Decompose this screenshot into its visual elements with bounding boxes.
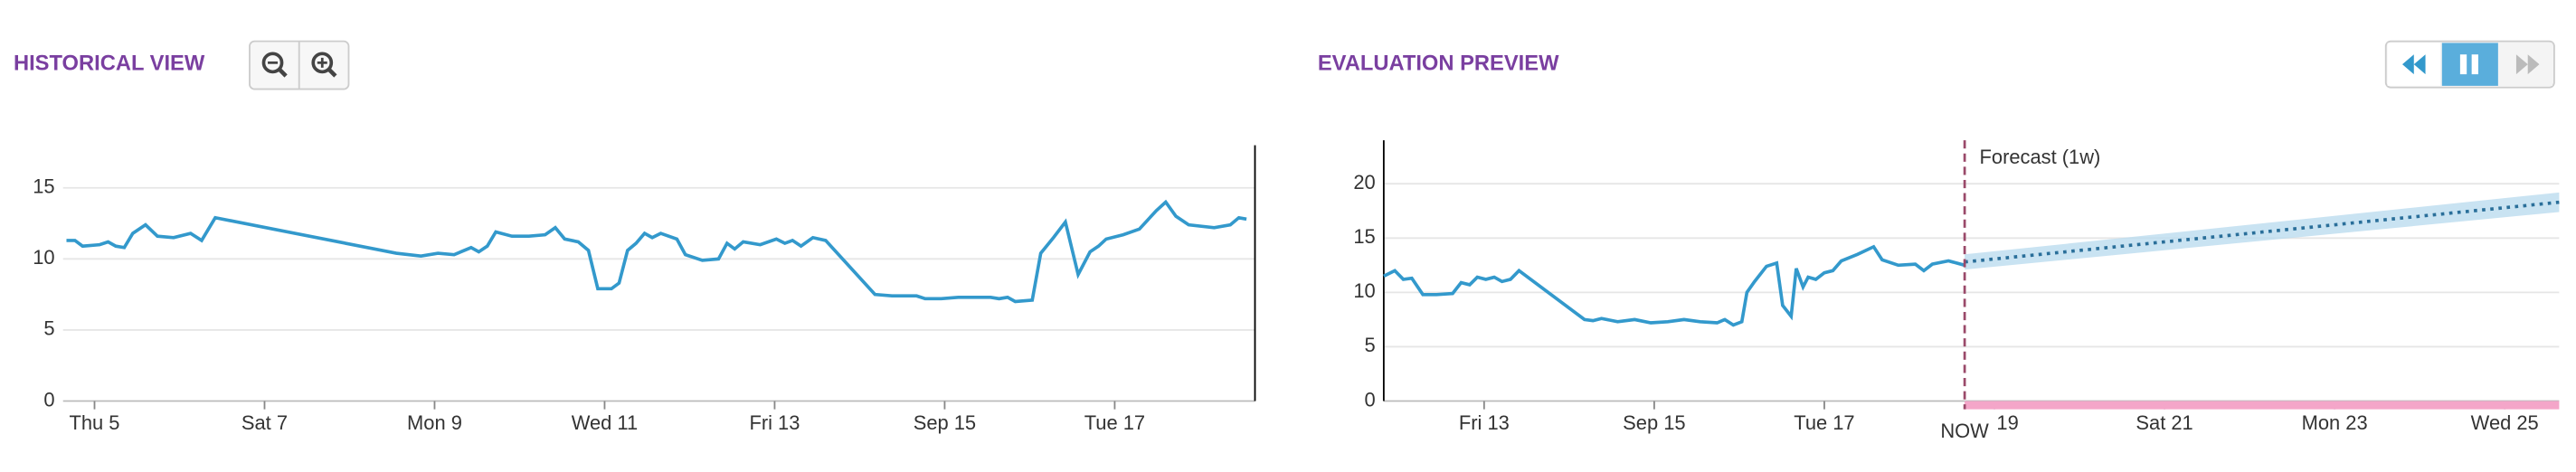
button-area[interactable]: [301, 42, 347, 87]
y-tick-label: 0: [1365, 388, 1376, 411]
zoom-in-button[interactable]: [301, 42, 347, 87]
forecast-label: Forecast (1w): [1980, 146, 2101, 168]
data-line: [66, 199, 1247, 304]
x-tick-label: Thu 5: [70, 411, 120, 434]
y-tick-label: 5: [43, 317, 54, 340]
icon: [261, 52, 284, 74]
y-tick-label: 10: [1353, 279, 1375, 302]
x-tick-label: Wed 25: [2471, 411, 2539, 434]
x-tick-label: Sat 7: [242, 411, 288, 434]
x-tick-label: Fri 13: [749, 411, 800, 434]
zoom-controls: [249, 40, 350, 90]
x-tick-label: Fri 13: [1459, 411, 1510, 434]
x-tick-label: Wed 11: [572, 411, 638, 434]
x-tick-label: Mon 9: [407, 411, 462, 434]
zoom-out-button[interactable]: [251, 42, 298, 87]
y-tick-label: 5: [1365, 334, 1376, 356]
icon: [278, 68, 288, 78]
y-tick-label: 15: [33, 175, 54, 198]
icon: [311, 52, 334, 74]
x-tick-label: Tue 17: [1084, 411, 1145, 434]
y-tick-label: 20: [1353, 171, 1375, 194]
x-tick-label: Sep 15: [914, 411, 976, 434]
forecast-range-bar: [1965, 401, 2560, 410]
x-tick-label: 19: [1996, 411, 2018, 434]
forward-button[interactable]: [2499, 42, 2553, 86]
x-tick-label: Tue 17: [1794, 411, 1854, 434]
rewind-button[interactable]: [2387, 42, 2440, 86]
button-area[interactable]: [251, 42, 298, 87]
icon: [2471, 54, 2478, 75]
playback-controls: [2384, 40, 2555, 89]
x-tick-label: Sat 21: [2136, 411, 2192, 434]
pause-button[interactable]: [2441, 42, 2498, 86]
y-tick-label: 10: [33, 246, 54, 269]
y-tick-label: 15: [1353, 225, 1375, 248]
now-label: NOW: [1940, 420, 1989, 442]
x-tick-label: Sep 15: [1623, 411, 1685, 434]
icon: [327, 68, 337, 78]
x-tick-label: Mon 23: [2302, 411, 2368, 434]
forecast-line: [1964, 200, 2560, 264]
panel-title: EVALUATION PREVIEW: [1318, 52, 1559, 75]
icon: [2459, 54, 2467, 75]
data-line: [1383, 244, 1965, 327]
button-area[interactable]: [2441, 42, 2498, 86]
y-tick-label: 0: [43, 388, 54, 411]
panel-title: HISTORICAL VIEW: [14, 52, 205, 75]
